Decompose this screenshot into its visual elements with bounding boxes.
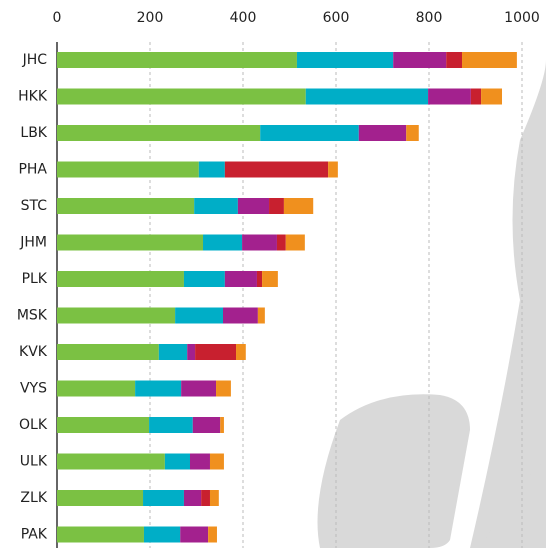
bar-segment: [57, 381, 135, 397]
bar-segment: [57, 52, 297, 68]
x-tick-label: 200: [137, 10, 164, 26]
bar-segment: [225, 162, 328, 178]
bar-segment: [471, 89, 481, 105]
bar-segment: [238, 198, 269, 214]
bar-segment: [236, 344, 246, 360]
bar-segment: [297, 52, 393, 68]
y-tick-label: ULK: [20, 454, 48, 470]
bar-segment: [149, 417, 193, 433]
bar-segment: [359, 125, 406, 141]
bar-segment: [187, 344, 195, 360]
bar-segment: [210, 490, 219, 506]
bar-segment: [277, 235, 286, 251]
bar-segment: [144, 527, 180, 543]
bar-segment: [257, 271, 262, 287]
bar-segment: [286, 235, 305, 251]
bar-segment: [225, 271, 257, 287]
chart: 0 200 400 600 800 1000 JHC HKK LBK PHA STC JHM PLK MS…: [0, 0, 546, 548]
bar-segment: [306, 89, 428, 105]
x-tick-label: 400: [230, 10, 257, 26]
bar-segment: [57, 235, 203, 251]
bar-segment: [180, 527, 208, 543]
bar-segment: [57, 308, 175, 324]
bar-segment: [199, 162, 225, 178]
bar-segment: [57, 198, 194, 214]
y-tick-label: LBK: [20, 125, 47, 141]
x-tick-label: 0: [53, 10, 62, 26]
bar-segment: [393, 52, 446, 68]
y-tick-label: KVK: [19, 344, 48, 360]
bar-segment: [175, 308, 223, 324]
bar-segment: [284, 198, 313, 214]
bar-segment: [203, 235, 242, 251]
bar-segment: [57, 125, 260, 141]
y-tick-label: HKK: [18, 89, 48, 105]
bar-segment: [57, 162, 199, 178]
y-tick-label: PHA: [18, 162, 47, 178]
y-tick-label: JHM: [19, 235, 47, 251]
x-tick-label: 800: [416, 10, 443, 26]
bar-segment: [57, 344, 159, 360]
bar-segment: [143, 490, 184, 506]
bar-segment: [57, 271, 184, 287]
bar-segment: [193, 417, 220, 433]
bar-segment: [181, 381, 216, 397]
bar-segment: [446, 52, 462, 68]
y-tick-label: PAK: [21, 527, 48, 543]
bar-segment: [57, 417, 149, 433]
bar-segment: [165, 454, 190, 470]
x-tick-label: 600: [323, 10, 350, 26]
bar-segment: [481, 89, 502, 105]
bar-segment: [262, 271, 278, 287]
bar-segment: [260, 125, 359, 141]
y-tick-label: OLK: [19, 417, 48, 433]
bar-segment: [57, 527, 144, 543]
y-tick-label: MSK: [17, 308, 48, 324]
bar-segment: [184, 490, 201, 506]
bar-segment: [428, 89, 471, 105]
bar-segment: [57, 490, 143, 506]
bar-segment: [462, 52, 517, 68]
bar-segment: [208, 527, 217, 543]
bar-segment: [220, 417, 224, 433]
y-tick-label: ZLK: [20, 490, 47, 506]
bar-segment: [223, 308, 258, 324]
bar-segment: [190, 454, 210, 470]
x-tick-label: 1000: [504, 10, 540, 26]
bar-segment: [406, 125, 419, 141]
bar-segment: [210, 454, 224, 470]
bar-segment: [269, 198, 284, 214]
bar-segment: [57, 454, 165, 470]
bar-segment: [194, 198, 238, 214]
y-tick-label: PLK: [22, 271, 48, 287]
bar-segment: [195, 344, 236, 360]
bar-segment: [201, 490, 210, 506]
bar-segment: [242, 235, 277, 251]
bar-segment: [135, 381, 181, 397]
bar-segment: [57, 89, 306, 105]
bar-segment: [216, 381, 231, 397]
bar-segment: [328, 162, 338, 178]
bar-segment: [258, 308, 265, 324]
y-tick-label: VYS: [20, 381, 47, 397]
y-tick-label: JHC: [22, 52, 48, 68]
y-tick-label: STC: [21, 198, 48, 214]
bar-segment: [184, 271, 225, 287]
bar-segment: [159, 344, 187, 360]
